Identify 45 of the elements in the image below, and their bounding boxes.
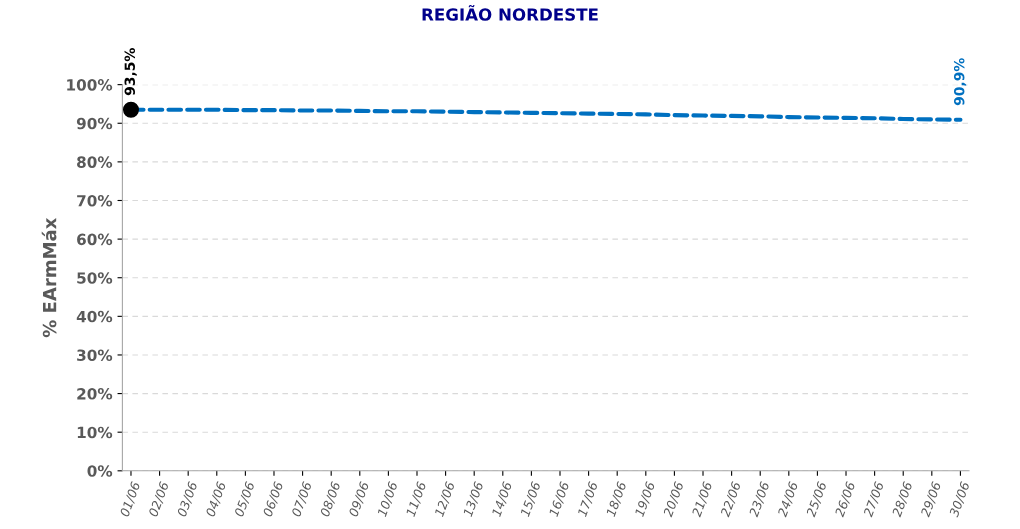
x-tick-label: 26/06 bbox=[834, 481, 857, 518]
x-tick-label: 23/06 bbox=[748, 481, 771, 518]
y-tick-label: 100% bbox=[67, 79, 113, 91]
y-tick-label: 90% bbox=[76, 117, 113, 130]
y-tick-label: 70% bbox=[77, 194, 113, 207]
x-tick-label: 22/06 bbox=[719, 481, 742, 518]
x-tick-label: 21/06 bbox=[691, 481, 714, 518]
x-tick-label: 14/06 bbox=[491, 481, 514, 518]
data-label: 90,9% bbox=[953, 58, 967, 106]
y-tick-label: 20% bbox=[77, 388, 113, 400]
x-tick-label: 12/06 bbox=[434, 481, 456, 518]
data-label: 93,5% bbox=[124, 48, 137, 96]
x-tick-label: 16/06 bbox=[548, 481, 571, 518]
x-tick-label: 11/06 bbox=[405, 481, 428, 518]
x-tick-label: 15/06 bbox=[519, 481, 542, 518]
x-tick-label: 13/06 bbox=[462, 481, 485, 518]
x-tick-label: 05/06 bbox=[233, 481, 256, 518]
y-tick-label: 0% bbox=[87, 465, 113, 477]
x-tick-label: 03/06 bbox=[176, 481, 199, 518]
x-tick-label: 29/06 bbox=[920, 481, 943, 518]
x-tick-label: 19/06 bbox=[634, 481, 657, 518]
y-tick-label: 50% bbox=[77, 272, 113, 284]
x-tick-label: 27/06 bbox=[863, 481, 885, 518]
x-tick-label: 01/06 bbox=[119, 481, 142, 518]
x-tick-label: 09/06 bbox=[348, 481, 371, 518]
x-tick-label: 20/06 bbox=[662, 481, 685, 518]
y-axis-title: % EArmMáx bbox=[41, 217, 57, 338]
x-tick-label: 07/06 bbox=[291, 481, 313, 518]
x-tick-label: 18/06 bbox=[605, 481, 628, 518]
x-tick-label: 17/06 bbox=[577, 481, 599, 518]
y-tick-label: 30% bbox=[77, 349, 113, 361]
x-tick-label: 02/06 bbox=[148, 481, 170, 518]
y-tick-label: 60% bbox=[77, 233, 113, 246]
y-tick-label: 10% bbox=[77, 426, 113, 439]
x-tick-label: 06/06 bbox=[262, 481, 285, 518]
chart-title: REGIÃO NORDESTE bbox=[422, 5, 598, 21]
y-tick-label: 80% bbox=[77, 156, 113, 168]
x-tick-label: 30/06 bbox=[948, 481, 971, 518]
x-tick-label: 25/06 bbox=[805, 481, 828, 518]
y-tick-label: 40% bbox=[76, 310, 113, 323]
x-tick-label: 08/06 bbox=[319, 481, 342, 518]
x-tick-label: 28/06 bbox=[891, 481, 914, 518]
x-tick-label: 10/06 bbox=[376, 481, 399, 518]
x-tick-label: 04/06 bbox=[205, 481, 228, 518]
x-tick-label: 24/06 bbox=[777, 481, 800, 518]
